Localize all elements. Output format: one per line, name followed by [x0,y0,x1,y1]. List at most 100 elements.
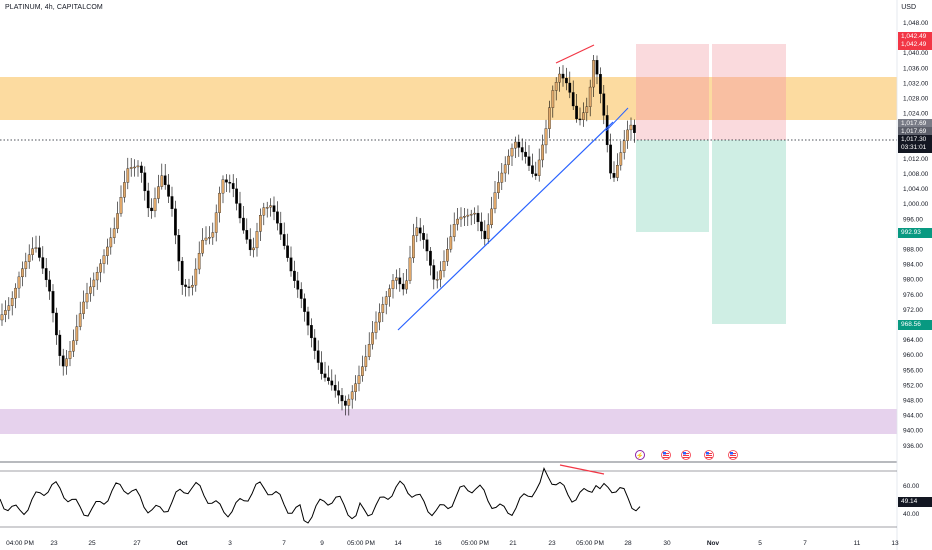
bull-candle [408,257,412,281]
bull-candle [364,356,368,367]
bull-candle [537,159,541,176]
bear-candle [418,227,422,234]
bear-candle [293,270,296,281]
time-tick: 7 [282,540,286,547]
trendline-break-line[interactable] [605,107,629,132]
ascending-trendline[interactable] [397,121,614,331]
time-axis[interactable]: 04:00 PM 23 25 27 Oct 3 7 9 05:00 PM 14 16 05:00 PM… [6,540,899,547]
bear-candle [225,179,228,183]
short-position-2-target-zone[interactable] [712,140,786,324]
bull-candle [126,168,130,183]
bull-candle [585,106,589,113]
bear-candle [238,203,242,219]
bull-candle [412,235,415,259]
bear-candle [61,355,65,367]
bear-candle [578,118,582,121]
price-label: 1,017.69 [898,119,932,129]
bull-candle [582,112,585,120]
bull-candle [391,280,395,289]
bull-candle [486,224,490,240]
bear-candle [609,144,612,174]
bull-candle [153,198,157,212]
candles [0,54,636,416]
price-divergence-line[interactable] [555,44,595,64]
bear-candle [602,93,606,116]
bull-candle [112,228,116,238]
bull-candle [493,192,497,210]
currency-label[interactable]: USD [901,4,916,11]
symbol-title[interactable]: PLATINUM, 4h, CAPITALCOM [5,4,103,11]
time-tick: 11 [854,540,861,547]
bull-candle [21,268,24,278]
bear-candle [323,373,327,378]
time-tick: 05:00 PM [461,540,489,547]
bull-candle [626,129,629,141]
bull-candle [541,144,544,161]
bear-candle [231,183,235,189]
bull-candle [4,310,7,315]
bull-candle [514,141,517,149]
bull-candle [510,147,514,157]
bull-candle [503,164,507,174]
us-flag-event-icon[interactable] [661,450,671,460]
bull-candle [31,248,34,255]
short-position-1-target-zone[interactable] [636,140,709,232]
bear-candle [517,141,521,148]
bear-candle [401,283,405,290]
time-tick: 13 [891,540,899,547]
bull-candle [78,313,82,327]
price-tick: 996.00 [903,216,923,223]
oscillator-axis[interactable]: 60.00 40.00 [903,483,920,518]
bull-candle [123,182,126,198]
bear-candle [177,234,181,262]
bull-candle [259,215,262,232]
bull-candle [439,270,442,280]
bull-candle [75,326,79,341]
gear-event-icon[interactable] [635,450,645,460]
bull-candle [116,213,119,229]
time-tick: 5 [758,540,762,547]
bull-candle [395,277,398,281]
bull-candle [622,140,626,153]
bull-candle [442,260,446,271]
bear-candle [531,165,534,174]
time-tick: 23 [50,540,58,547]
bull-candle [10,297,14,306]
us-flag-event-icon[interactable] [704,450,714,460]
bull-candle [490,208,493,226]
time-tick: 27 [133,540,141,547]
us-flag-event-icon[interactable] [681,450,691,460]
bull-candle [354,383,357,392]
event-icons[interactable]: ⚡ [635,450,738,460]
bull-candle [350,391,354,400]
bear-candle [299,289,303,299]
target-price-label: 968.56 [898,320,932,330]
bear-candle [272,205,276,212]
price-tick: 976.00 [903,292,923,299]
price-tick: 1,012.00 [903,156,929,163]
time-tick: 28 [624,540,632,547]
bull-candle [99,263,102,273]
time-tick: 25 [88,540,96,547]
bear-candle [184,284,187,287]
bull-candle [129,167,133,169]
price-tick: 1,028.00 [903,96,929,103]
bull-candle [619,152,623,166]
oscillator-line [0,466,641,524]
bull-candle [204,237,208,241]
us-flag-event-icon[interactable] [728,450,738,460]
bear-candle [476,212,480,223]
bull-candle [466,214,470,217]
bull-candle [446,249,449,262]
bull-candle [548,107,551,129]
support-zone[interactable] [0,409,897,434]
bear-candle [425,239,429,252]
bull-candle [371,332,374,345]
price-tick: 956.00 [903,367,923,374]
bull-candle [497,182,500,193]
bull-candle [208,236,211,239]
oscillator-divergence-line[interactable] [559,464,605,475]
time-tick: 7 [803,540,807,547]
bull-candle [211,232,215,238]
